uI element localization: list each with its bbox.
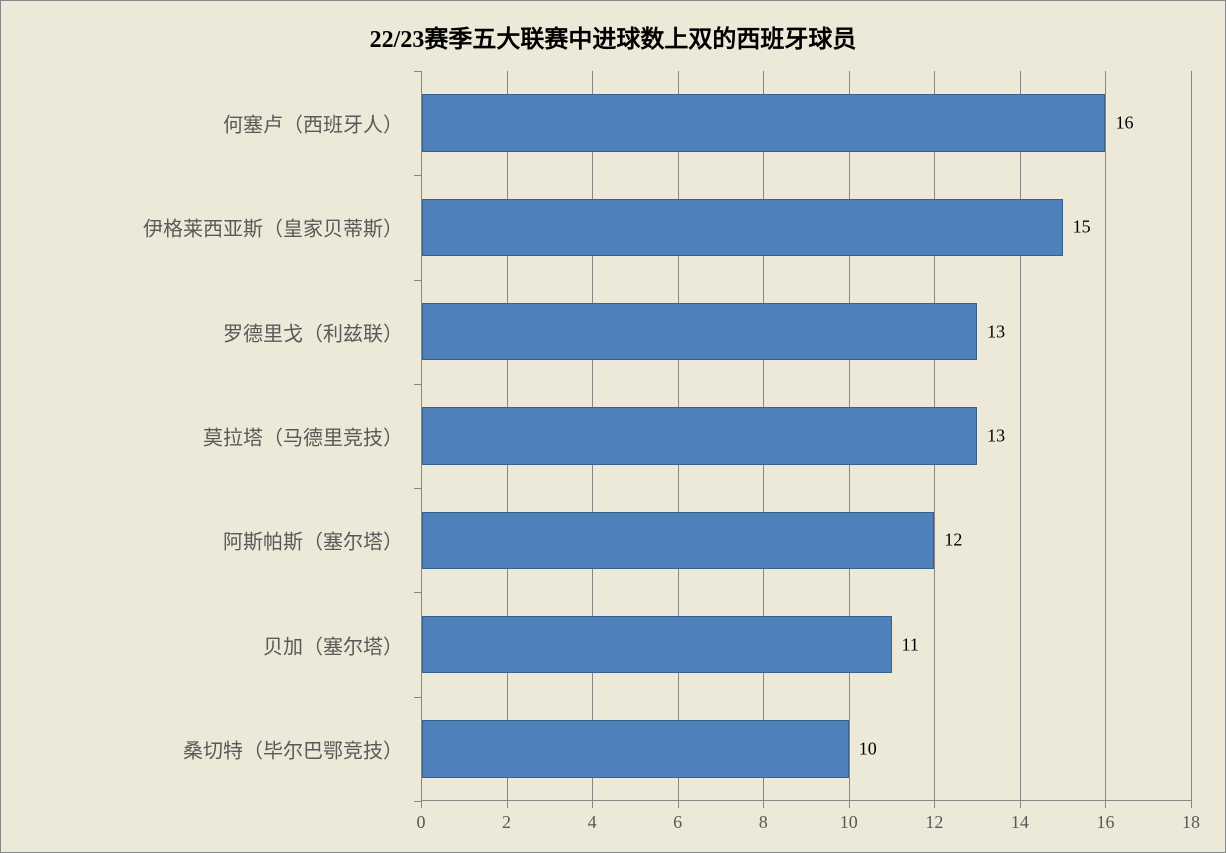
y-axis-label: 罗德里戈（利兹联） [1,317,403,346]
data-label: 12 [944,530,962,551]
data-label: 13 [987,321,1005,342]
y-axis-label: 贝加（塞尔塔） [1,630,403,659]
y-tick [414,592,421,593]
bar [422,199,1063,256]
x-tick [678,801,679,808]
x-axis-label: 4 [588,812,597,833]
y-tick [414,71,421,72]
x-axis-label: 0 [417,812,426,833]
y-tick [414,801,421,802]
gridline [1020,71,1021,801]
y-axis-label: 阿斯帕斯（塞尔塔） [1,526,403,555]
y-tick [414,697,421,698]
y-axis-label: 桑切特（毕尔巴鄂竞技） [1,734,403,763]
x-tick [849,801,850,808]
data-label: 10 [859,738,877,759]
bar [422,720,849,777]
y-axis-label: 伊格莱西亚斯（皇家贝蒂斯） [1,213,403,242]
data-label: 13 [987,426,1005,447]
y-tick [414,488,421,489]
x-axis-label: 10 [840,812,858,833]
data-label: 11 [902,634,919,655]
y-axis-label: 何塞卢（西班牙人） [1,109,403,138]
x-axis-label: 2 [502,812,511,833]
x-tick [934,801,935,808]
x-axis-label: 6 [673,812,682,833]
y-axis-label: 莫拉塔（马德里竞技） [1,422,403,451]
x-tick [1191,801,1192,808]
data-label: 15 [1073,217,1091,238]
bar [422,407,977,464]
bar [422,303,977,360]
gridline [1191,71,1192,801]
x-tick [1105,801,1106,808]
bar [422,94,1105,151]
x-axis-label: 12 [925,812,943,833]
x-axis-label: 18 [1182,812,1200,833]
gridline [1105,71,1106,801]
chart-container: 22/23赛季五大联赛中进球数上双的西班牙球员 0 2 4 6 8 10 12 14 16 18 何… [0,0,1226,853]
bar [422,616,892,673]
y-tick [414,175,421,176]
data-label: 16 [1115,113,1133,134]
x-tick [763,801,764,808]
x-tick [1020,801,1021,808]
x-tick [592,801,593,808]
bar [422,512,934,569]
y-tick [414,280,421,281]
x-tick [421,801,422,808]
x-axis-label: 16 [1096,812,1114,833]
chart-title: 22/23赛季五大联赛中进球数上双的西班牙球员 [1,19,1225,54]
y-tick [414,384,421,385]
x-axis-label: 14 [1011,812,1029,833]
x-tick [507,801,508,808]
x-axis-label: 8 [759,812,768,833]
